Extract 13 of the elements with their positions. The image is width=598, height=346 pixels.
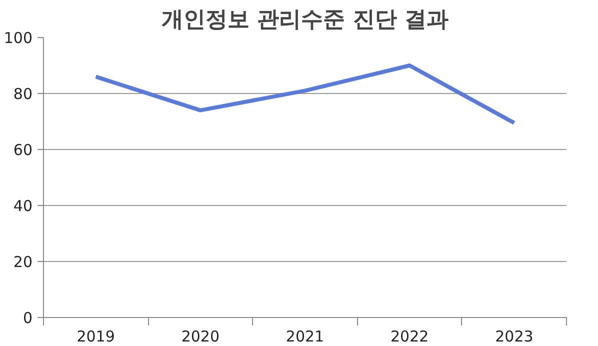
y-tick-label: 20 [13, 253, 33, 271]
x-tick-label: 2019 [76, 328, 115, 346]
y-tick-label: 100 [4, 29, 33, 47]
x-tick-label: 2020 [181, 328, 220, 346]
y-tick-label: 80 [13, 85, 33, 103]
x-tick-label: 2023 [495, 328, 534, 346]
line-series [94, 64, 516, 125]
y-tick-label: 0 [22, 309, 33, 327]
chart-title: 개인정보 관리수준 진단 결과 [162, 8, 448, 32]
x-tick-label: 2022 [390, 328, 429, 346]
y-tick-label: 40 [13, 197, 33, 215]
y-tick-label: 60 [13, 141, 33, 159]
x-tick-label: 2021 [286, 328, 324, 346]
